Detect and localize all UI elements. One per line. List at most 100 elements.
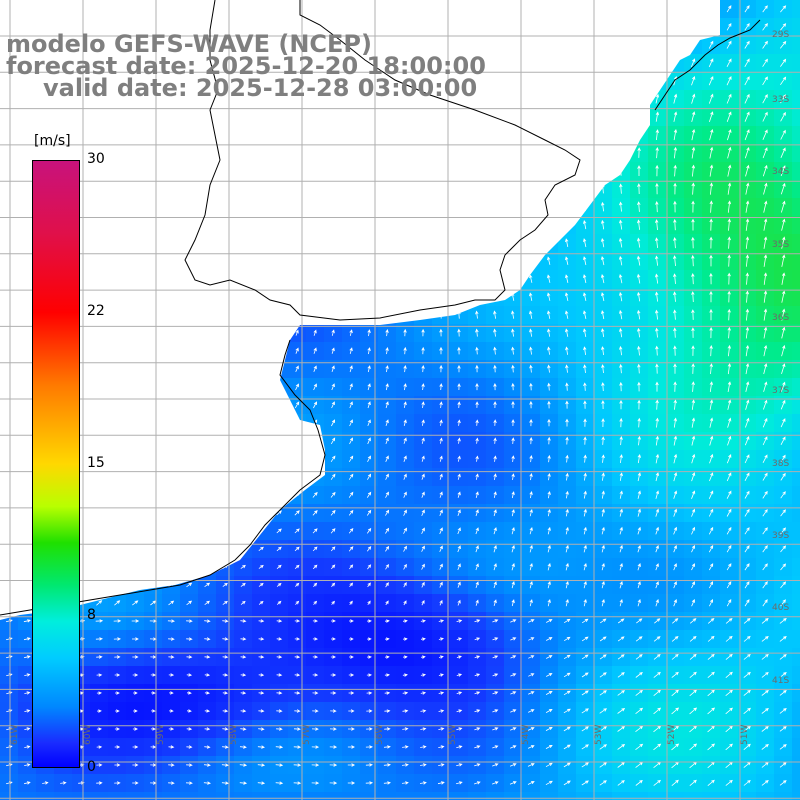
wind-arrow [205, 293, 209, 300]
wind-arrow [655, 237, 659, 248]
wind-arrow [672, 618, 679, 624]
wind-arrow [312, 546, 318, 552]
wind-arrow [25, 365, 29, 373]
wind-arrow [529, 364, 533, 373]
wind-arrow [726, 490, 732, 499]
wind-arrow [205, 221, 209, 228]
wind-arrow [240, 510, 247, 516]
wind-arrow [707, 779, 715, 787]
wind-arrow [79, 329, 83, 337]
wind-arrow [510, 619, 517, 623]
wind-arrow [258, 24, 264, 30]
wind-arrow [779, 762, 787, 768]
wind-arrow [275, 745, 284, 749]
wind-speed-cell [792, 108, 800, 127]
wind-arrow [529, 274, 533, 283]
wind-arrow [150, 402, 156, 408]
wind-arrow [348, 673, 355, 677]
wind-arrow [619, 219, 623, 230]
wind-arrow [330, 455, 336, 463]
wind-arrow [637, 309, 641, 320]
wind-arrow [655, 472, 660, 482]
wind-arrow [619, 58, 623, 67]
wind-arrow [241, 203, 245, 210]
wind-arrow [547, 112, 551, 121]
wind-arrow [97, 167, 101, 174]
wind-arrow [313, 329, 317, 336]
wind-arrow [475, 346, 479, 355]
wind-arrow [204, 419, 210, 426]
wind-arrow [709, 236, 713, 249]
wind-arrow [473, 781, 481, 785]
wind-arrow [168, 673, 175, 677]
wind-arrow [474, 691, 481, 695]
wind-arrow [547, 166, 551, 175]
wind-arrow [655, 147, 659, 159]
wind-arrow [547, 346, 551, 355]
wind-arrow [402, 691, 409, 695]
wind-arrow [421, 292, 425, 301]
wind-arrow [581, 708, 589, 714]
wind-arrow [439, 131, 443, 138]
wind-arrow [150, 727, 156, 731]
wind-arrow [24, 5, 30, 12]
wind-arrow [295, 365, 299, 372]
wind-arrow [637, 165, 641, 176]
wind-arrow [204, 131, 210, 138]
wind-arrow [25, 437, 29, 444]
wind-arrow [583, 400, 587, 409]
wind-arrow [169, 275, 173, 283]
wind-arrow [114, 114, 120, 120]
wind-arrow [97, 329, 101, 337]
wind-arrow [655, 399, 659, 410]
wind-arrow [115, 311, 119, 319]
wind-arrow [601, 310, 605, 320]
wind-arrow [186, 745, 193, 749]
wind-arrow [169, 203, 174, 210]
wind-arrow [599, 618, 607, 624]
wind-arrow [277, 185, 282, 193]
wind-arrow [565, 238, 569, 247]
wind-speed-cell [792, 504, 800, 523]
wind-arrow [312, 564, 318, 570]
wind-arrow [457, 4, 461, 13]
colorbar-tick-15: 15 [87, 455, 105, 471]
wind-arrow [655, 453, 660, 464]
wind-arrow [547, 76, 551, 85]
wind-arrow [151, 311, 155, 319]
wind-arrow [96, 24, 103, 30]
wind-arrow [673, 22, 677, 31]
wind-arrow [168, 401, 174, 408]
wind-arrow [222, 727, 229, 731]
wind-arrow [259, 347, 263, 354]
wind-speed-cell [702, 792, 721, 800]
wind-arrow [132, 727, 138, 731]
wind-arrow [762, 599, 768, 607]
wind-speed-cell [54, 792, 73, 800]
wind-arrow [313, 293, 317, 300]
wind-arrow [222, 419, 228, 426]
wind-arrow [294, 673, 301, 677]
wind-arrow [457, 274, 461, 283]
wind-arrow [367, 329, 371, 337]
wind-arrow [276, 24, 282, 30]
wind-arrow [511, 184, 515, 193]
wind-arrow [619, 544, 623, 553]
wind-arrow [619, 76, 623, 85]
wind-arrow [474, 745, 481, 749]
wind-arrow [781, 308, 786, 321]
wind-arrow [475, 202, 479, 211]
wind-arrow [385, 59, 390, 66]
wind-arrow [258, 492, 265, 498]
wind-arrow [565, 184, 569, 193]
wind-arrow [24, 41, 30, 48]
wind-arrow [743, 618, 751, 624]
wind-speed-cell [792, 396, 800, 415]
wind-arrow [114, 78, 120, 84]
wind-arrow [779, 690, 787, 696]
wind-arrow [259, 257, 263, 264]
wind-arrow [745, 254, 750, 267]
wind-arrow [403, 545, 407, 552]
wind-arrow [691, 526, 696, 535]
wind-arrow [493, 202, 497, 211]
